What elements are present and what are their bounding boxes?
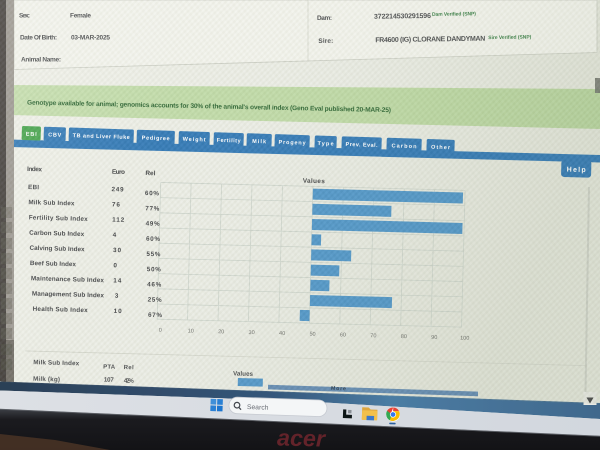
svg-text:acer: acer [277,424,327,450]
svg-text:Search: Search [247,404,269,412]
